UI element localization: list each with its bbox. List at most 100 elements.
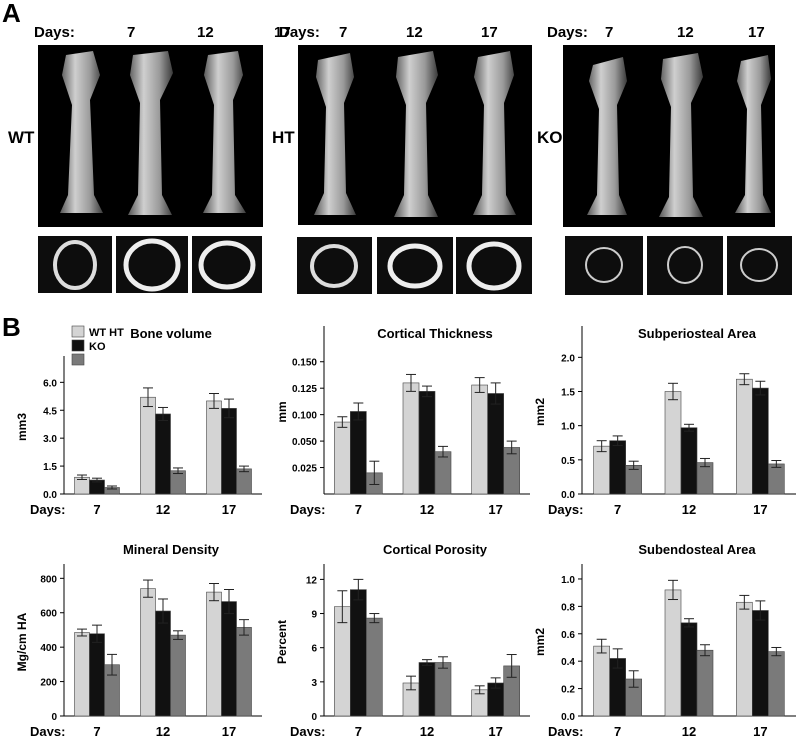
y-tick-label: 6 — [311, 644, 317, 655]
genotype-label-ko: KO — [537, 128, 563, 147]
day-label: 12 — [406, 24, 423, 41]
chart-subendosteal-area: Subendosteal Area 0.0 0.2 0.4 0.6 0.8 1.0 mm2 Da… — [534, 542, 796, 736]
femur-image-ht — [298, 45, 532, 225]
bar — [609, 440, 626, 495]
y-tick-label: 0.025 — [292, 464, 317, 475]
cross-section-ht-day17 — [456, 237, 532, 294]
day-label: 12 — [197, 24, 214, 41]
bar — [350, 589, 367, 717]
chart-title: Cortical Thickness — [377, 326, 493, 341]
y-tick-label: 3 — [311, 678, 317, 689]
y-axis-label: mm3 — [15, 413, 29, 441]
days-label: Days: — [279, 24, 320, 41]
y-tick-label: 1.5 — [561, 388, 575, 399]
x-axis-label: Days: — [290, 502, 325, 517]
x-tick-label: 17 — [222, 502, 236, 517]
day-label: 17 — [748, 24, 765, 41]
panel-a-letter: A — [2, 0, 21, 28]
bar — [155, 413, 171, 495]
bar — [664, 391, 682, 495]
x-tick-label: 17 — [488, 724, 502, 736]
bar — [593, 645, 610, 717]
y-tick-label: 6.0 — [43, 378, 57, 389]
x-axis-label: Days: — [548, 724, 583, 736]
y-tick-label: 4.5 — [43, 406, 57, 417]
bar — [487, 393, 504, 495]
bar — [434, 662, 452, 717]
genotype-label-wt: WT — [8, 128, 35, 147]
y-tick-label: 0.0 — [561, 712, 575, 723]
cross-section-ko-day7 — [565, 236, 643, 295]
chart-title: Bone volume — [130, 326, 212, 341]
y-tick-label: 400 — [40, 643, 57, 654]
bar — [768, 651, 785, 717]
bar — [402, 382, 420, 495]
x-tick-label: 7 — [355, 724, 362, 736]
bar — [221, 408, 237, 495]
y-tick-label: 0.125 — [292, 384, 317, 395]
day-label: 17 — [274, 24, 291, 41]
bar — [680, 622, 698, 717]
y-tick-label: 0.050 — [292, 437, 317, 448]
y-tick-label: 0.0 — [561, 490, 575, 501]
y-tick-label: 0.0 — [43, 490, 57, 501]
bar — [503, 447, 520, 495]
x-tick-label: 17 — [488, 502, 502, 517]
bar — [752, 610, 769, 717]
y-axis-label: Percent — [275, 620, 289, 664]
legend-swatch — [71, 325, 85, 338]
bar — [89, 633, 105, 717]
bar — [434, 451, 452, 495]
legend-label: WT HT — [89, 327, 124, 339]
chart-title: Mineral Density — [123, 542, 220, 557]
y-tick-label: 600 — [40, 609, 57, 620]
bar — [680, 427, 698, 495]
x-tick-label: 12 — [420, 502, 434, 517]
bar — [350, 411, 367, 495]
x-tick-label: 12 — [682, 724, 696, 736]
bar — [736, 601, 753, 717]
bar — [696, 649, 714, 717]
y-tick-label: 0.2 — [561, 685, 575, 696]
cross-section-ko-day17 — [727, 236, 792, 295]
femur-image-wt — [38, 45, 263, 227]
chart-subperiosteal-area: Subperiosteal Area 0.0 0.5 1.0 1.5 2.0 mm2 Days… — [534, 326, 796, 517]
days-header-ko: Days: 7 12 17 — [547, 24, 765, 41]
x-tick-label: 7 — [355, 502, 362, 517]
y-tick-label: 0.150 — [292, 358, 317, 369]
days-label: Days: — [547, 24, 588, 41]
bar — [206, 400, 222, 495]
x-tick-label: 7 — [93, 724, 100, 736]
day-label: 7 — [605, 24, 614, 41]
y-tick-label: 1.5 — [43, 462, 57, 473]
bar — [366, 617, 383, 717]
cross-section-ht-day7 — [297, 237, 372, 294]
cross-section-wt-day12 — [116, 236, 188, 293]
bar — [334, 421, 351, 495]
legend-swatch — [71, 353, 85, 366]
x-tick-label: 17 — [222, 724, 236, 736]
days-header-wt: Days: 7 12 17 — [34, 24, 291, 41]
y-tick-label: 0.100 — [292, 411, 317, 422]
cross-section-ko-day12 — [647, 236, 723, 295]
y-tick-label: 9 — [311, 610, 317, 621]
bar — [664, 589, 682, 717]
x-tick-label: 7 — [93, 502, 100, 517]
y-tick-label: 0 — [51, 712, 57, 723]
y-tick-label: 0.6 — [561, 630, 575, 641]
bar — [593, 445, 610, 495]
bar — [221, 601, 237, 717]
x-axis-label: Days: — [548, 502, 583, 517]
bar — [696, 462, 714, 495]
y-tick-label: 0.4 — [561, 657, 575, 668]
femur-image-ko — [563, 45, 775, 227]
days-header-ht: Days: 7 12 17 — [279, 24, 498, 41]
y-tick-label: 1.0 — [561, 422, 575, 433]
x-axis-label: Days: — [30, 502, 65, 517]
x-tick-label: 12 — [420, 724, 434, 736]
panel-b-letter: B — [2, 312, 21, 342]
bar — [140, 396, 156, 495]
chart-cortical-porosity: Cortical Porosity 0 3 6 9 12 Percent Days: 7 12 17 — [275, 542, 530, 736]
genotype-label-ht: HT — [272, 128, 295, 147]
y-tick-label: 12 — [306, 575, 318, 586]
